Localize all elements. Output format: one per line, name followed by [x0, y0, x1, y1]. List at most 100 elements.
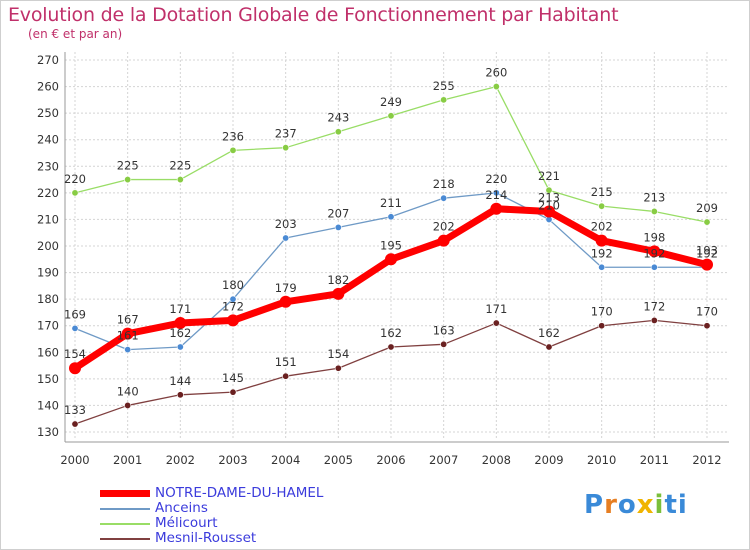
data-label: 220 — [485, 172, 507, 186]
data-point — [334, 128, 342, 136]
data-label: 172 — [643, 299, 665, 313]
data-label: 236 — [222, 129, 244, 143]
data-point — [437, 234, 450, 247]
data-label: 209 — [696, 201, 718, 215]
data-point — [176, 343, 184, 351]
data-point — [387, 343, 395, 351]
data-point — [440, 340, 448, 348]
data-label: 172 — [222, 299, 244, 313]
data-point — [69, 362, 81, 375]
data-label: 202 — [591, 220, 613, 234]
data-label: 192 — [696, 246, 718, 260]
data-label: 207 — [327, 206, 349, 220]
data-label: 170 — [591, 305, 613, 319]
y-tick-label: 190 — [37, 266, 59, 280]
y-tick-label: 150 — [37, 372, 59, 386]
legend-label: Mélicourt — [155, 515, 218, 531]
proxiti-logo: Proxiti — [584, 490, 688, 520]
data-label: 179 — [275, 281, 297, 295]
x-tick-label: 2003 — [218, 453, 247, 467]
data-point — [545, 343, 553, 351]
data-point — [121, 327, 134, 340]
x-tick-label: 2011 — [640, 453, 669, 467]
legend: NOTRE-DAME-DU-HAMEL Anceins Mélicourt Me… — [100, 486, 400, 546]
y-tick-label: 270 — [37, 53, 59, 67]
y-tick-label: 230 — [37, 159, 59, 173]
data-point — [492, 319, 500, 327]
data-point — [492, 83, 500, 91]
data-point — [545, 186, 553, 194]
data-label: 215 — [591, 185, 613, 199]
legend-item-notre-dame-du-hamel: NOTRE-DAME-DU-HAMEL — [100, 486, 400, 501]
legend-label: Mesnil-Rousset — [155, 530, 257, 546]
x-tick-label: 2007 — [429, 453, 458, 467]
data-label: 243 — [327, 111, 349, 125]
data-point — [387, 112, 395, 120]
data-label: 171 — [169, 302, 191, 316]
data-label: 169 — [64, 307, 86, 321]
x-tick-label: 2000 — [60, 453, 89, 467]
data-point — [440, 96, 448, 104]
data-point — [332, 287, 345, 300]
y-tick-label: 140 — [37, 398, 59, 412]
data-point — [282, 144, 290, 152]
data-label: 162 — [169, 326, 191, 340]
data-label: 198 — [643, 230, 665, 244]
data-point — [176, 176, 184, 184]
data-label: 213 — [538, 190, 560, 204]
data-label: 167 — [117, 313, 139, 327]
data-label: 225 — [117, 159, 139, 173]
data-point — [334, 364, 342, 372]
data-label: 161 — [117, 329, 139, 343]
data-label: 192 — [591, 246, 613, 260]
data-label: 162 — [538, 326, 560, 340]
data-label: 154 — [327, 347, 349, 361]
logo-letter: r — [604, 490, 618, 520]
data-point — [648, 245, 661, 258]
data-point — [124, 176, 132, 184]
data-point — [598, 263, 606, 271]
data-label: 260 — [485, 66, 507, 80]
data-label: 249 — [380, 95, 402, 109]
chart-subtitle: (en € et par an) — [28, 27, 123, 41]
y-tick-label: 220 — [37, 186, 59, 200]
data-point — [650, 263, 658, 271]
data-label: 154 — [64, 347, 86, 361]
data-point — [229, 388, 237, 396]
legend-item-melicourt: Mélicourt — [100, 516, 400, 531]
data-point — [174, 317, 187, 330]
x-tick-label: 2009 — [534, 453, 563, 467]
data-point — [334, 223, 342, 231]
data-label: 213 — [643, 190, 665, 204]
data-point — [71, 324, 79, 332]
data-point — [650, 207, 658, 215]
x-tick-label: 2005 — [324, 453, 353, 467]
logo-letter: o — [617, 490, 637, 520]
data-point — [598, 322, 606, 330]
data-point — [701, 258, 713, 271]
data-point — [176, 391, 184, 399]
data-point — [650, 316, 658, 324]
data-label: 220 — [64, 172, 86, 186]
data-point — [282, 234, 290, 242]
data-label: 171 — [485, 302, 507, 316]
x-tick-label: 2001 — [113, 453, 142, 467]
data-point — [492, 189, 500, 197]
data-point — [227, 314, 239, 327]
data-point — [387, 213, 395, 221]
data-label: 221 — [538, 169, 560, 183]
legend-label: NOTRE-DAME-DU-HAMEL — [155, 485, 324, 501]
data-label: 144 — [169, 374, 191, 388]
data-label: 170 — [696, 305, 718, 319]
data-label: 145 — [222, 371, 244, 385]
data-point — [703, 322, 711, 330]
legend-swatch — [100, 538, 150, 540]
logo-letter: P — [584, 490, 605, 520]
data-point — [229, 295, 237, 303]
logo-letter: i — [677, 490, 688, 520]
logo-letter: t — [664, 490, 678, 520]
data-point — [598, 202, 606, 210]
data-point — [71, 420, 79, 428]
data-point — [279, 295, 292, 308]
data-label: 203 — [275, 217, 297, 231]
